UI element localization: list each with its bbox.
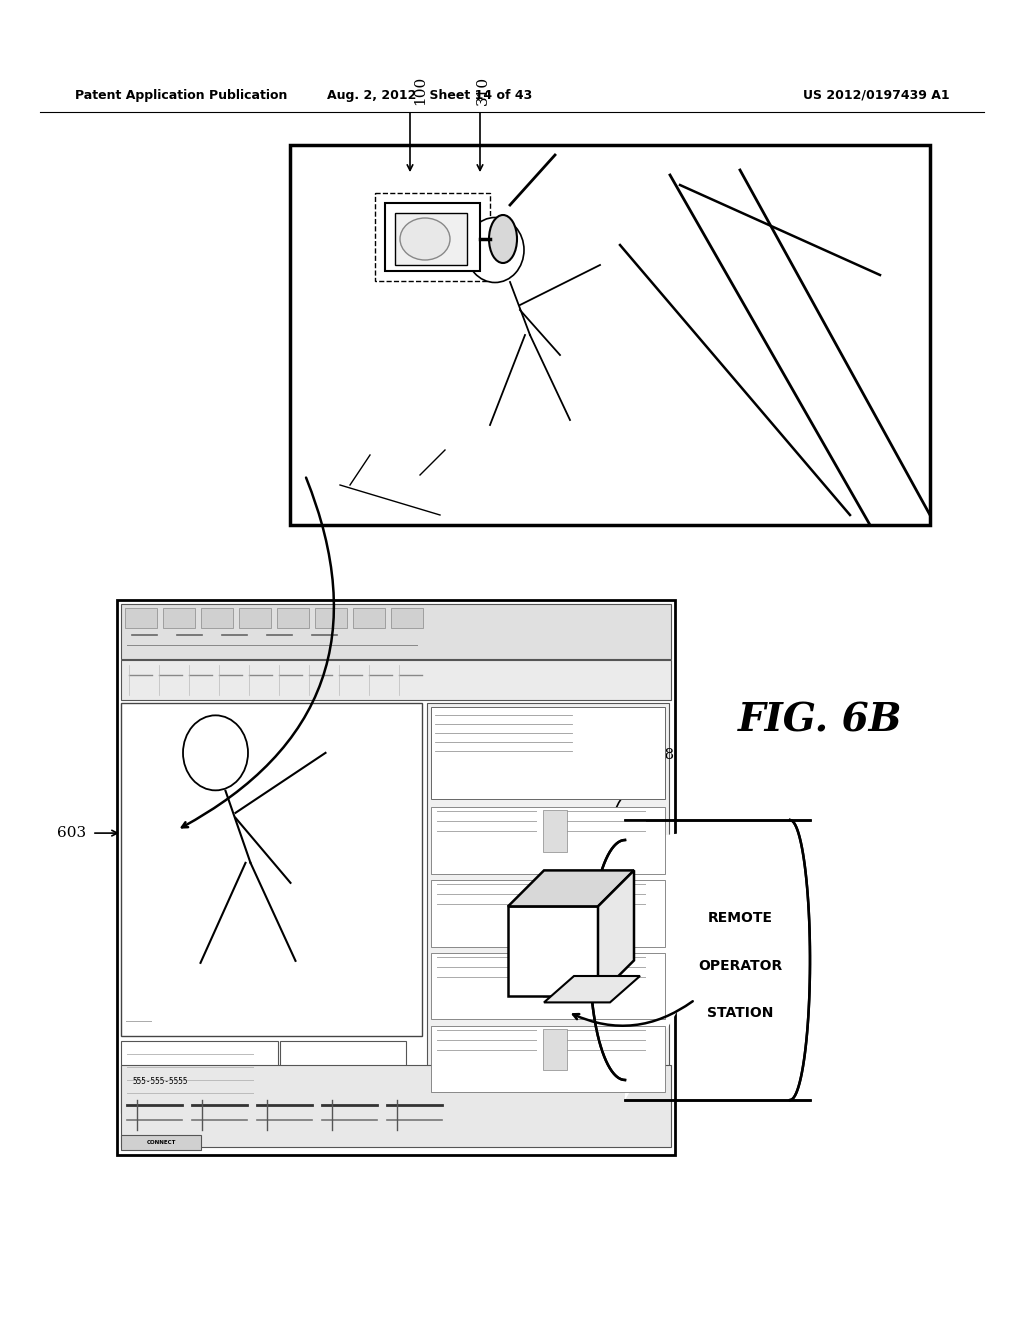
Bar [543,810,567,851]
Text: 608: 608 [645,748,675,762]
Text: Patent Application Publication: Patent Application Publication [75,88,288,102]
Bar [290,145,930,525]
Bar [121,660,671,700]
Bar [239,609,271,628]
Bar [315,609,347,628]
Bar [543,956,567,998]
Text: 603: 603 [57,826,87,840]
Text: OPERATOR: OPERATOR [698,958,782,973]
Bar [385,203,480,271]
Bar [121,1135,201,1150]
Bar [278,609,309,628]
Polygon shape [598,870,634,997]
Polygon shape [544,975,640,1002]
Text: STATION: STATION [707,1006,773,1020]
Bar [121,1041,278,1113]
Bar [431,953,666,1019]
Bar [163,609,195,628]
Text: Aug. 2, 2012   Sheet 14 of 43: Aug. 2, 2012 Sheet 14 of 43 [328,88,532,102]
Bar [431,807,666,874]
Text: 555-555-5555: 555-555-5555 [132,1077,187,1085]
Bar [543,1028,567,1071]
Bar [395,213,467,265]
Bar [280,1041,407,1113]
Text: CONNECT: CONNECT [146,1139,176,1144]
Ellipse shape [400,218,450,260]
Bar [431,880,666,946]
Bar [391,609,423,628]
Bar [121,605,671,659]
Bar [427,704,670,1119]
Bar [375,193,490,281]
Polygon shape [508,870,634,907]
Polygon shape [590,820,810,1100]
Bar [353,609,385,628]
Bar [543,883,567,924]
Bar [121,1065,671,1147]
Bar [117,601,675,1155]
Text: US 2012/0197439 A1: US 2012/0197439 A1 [804,88,950,102]
Text: REMOTE: REMOTE [708,911,772,925]
Text: FIG. 6B: FIG. 6B [737,701,902,739]
Ellipse shape [489,215,517,263]
Bar [125,609,157,628]
Bar [431,1026,666,1092]
Bar [201,609,233,628]
Bar [431,708,666,799]
Text: 100: 100 [413,75,427,104]
Bar [508,907,598,997]
Ellipse shape [466,218,524,282]
Bar [121,704,422,1036]
Ellipse shape [183,715,248,791]
Text: 310: 310 [476,75,490,104]
